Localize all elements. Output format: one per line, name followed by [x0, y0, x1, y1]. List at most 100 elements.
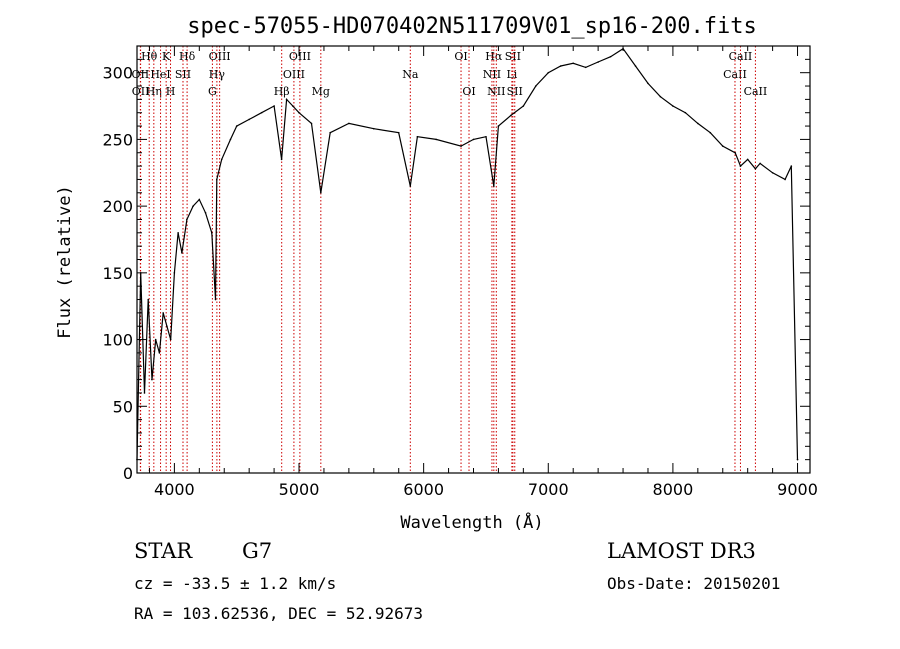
spectrum-point	[192, 205, 194, 207]
plot-frame	[136, 45, 811, 474]
spectrum-point	[214, 298, 217, 301]
spectrum-point	[372, 127, 375, 130]
line-label: CaII	[729, 50, 753, 63]
line-label: Li	[506, 68, 517, 81]
spectrum-point	[734, 151, 737, 154]
line-label: Hη	[146, 85, 162, 98]
spectrum-point	[198, 198, 201, 201]
object-type: STAR	[134, 539, 193, 563]
axis-ticks: 4000 5000 6000 7000 8000 9000 0 50 100 150 200 250 3…	[102, 45, 818, 499]
y-tick-label: 150	[102, 264, 133, 283]
spectrum-point	[634, 65, 637, 67]
spectrum-point	[215, 178, 218, 181]
y-tick-label: 100	[102, 331, 133, 350]
spectrum-point	[510, 114, 512, 117]
line-label: Na	[402, 68, 419, 81]
line-label: CaII	[744, 85, 768, 98]
spectrum-point	[721, 145, 724, 147]
spectrum-point	[151, 378, 153, 381]
spectrum-point	[273, 105, 275, 107]
spectrum-point	[166, 325, 168, 328]
spectrum-point	[310, 122, 313, 125]
line-label: G	[208, 85, 217, 98]
line-label: OIII	[283, 68, 305, 81]
spectrum-point	[280, 158, 283, 161]
spectrum-point	[547, 71, 550, 74]
spectrum-point	[169, 338, 172, 341]
spectrum-point	[147, 298, 150, 301]
spectrum-point	[329, 131, 331, 134]
spectrum-point	[697, 122, 699, 125]
spectrum-point	[784, 178, 786, 181]
line-label: OI	[462, 85, 475, 98]
y-tick-label: 200	[102, 197, 133, 216]
spectrum-point	[229, 138, 232, 141]
y-axis-label: Flux (relative)	[55, 185, 75, 339]
spectrum-point	[759, 162, 761, 165]
line-label: Hγ	[209, 68, 226, 81]
spectrum-point	[497, 125, 500, 127]
spectrum-point	[348, 122, 350, 125]
spectrum-point	[397, 131, 400, 134]
spectrum-point	[186, 218, 188, 221]
line-label: Hδ	[179, 50, 196, 63]
spectrum-point	[158, 352, 161, 354]
spectrum-line	[136, 47, 799, 460]
line-label: Hθ	[141, 50, 158, 63]
spectrum-point	[143, 392, 146, 394]
spectrum-point	[672, 105, 674, 107]
spectrum-point	[485, 135, 487, 138]
line-label: CaII	[723, 68, 747, 81]
spectrum-point	[210, 232, 213, 234]
spectrum-point	[771, 171, 774, 174]
spectrum-point	[746, 158, 749, 161]
line-label: HeI	[150, 68, 170, 81]
spectrum-point	[248, 118, 250, 121]
spectrum-point	[320, 191, 322, 194]
line-label: H	[166, 85, 176, 98]
spectral-line-markers: HθOIIOIIHηHeIKHSIIHδGOIIIHγHβOIIIOIIIMgN…	[132, 46, 768, 473]
spectrum-point	[754, 167, 757, 170]
line-label: OIII	[289, 50, 311, 63]
spectrum-point	[460, 145, 462, 147]
spectrum-point	[260, 111, 263, 114]
chart-title: spec-57055-HD070402N511709V01_sp16-200.f…	[187, 14, 757, 39]
spectrum-point	[559, 65, 562, 67]
line-label: NII	[487, 85, 505, 98]
x-tick-label: 6000	[403, 480, 444, 499]
spectrum-point	[796, 458, 799, 461]
spectrum-point	[154, 338, 157, 341]
line-label: Hβ	[274, 85, 290, 98]
y-tick-label: 50	[113, 397, 133, 416]
line-label: NII	[483, 68, 501, 81]
x-tick-label: 4000	[154, 480, 195, 499]
spectrum-point	[416, 135, 419, 138]
x-tick-label: 9000	[777, 480, 818, 499]
spectrum-point	[647, 82, 649, 85]
spectrum-series	[136, 47, 799, 461]
y-tick-label: 250	[102, 130, 133, 149]
spectrum-point	[285, 98, 288, 101]
spectrum-point	[177, 232, 179, 234]
spectrum-point	[493, 185, 495, 187]
line-label: Mg	[312, 85, 330, 98]
line-label: OIII	[209, 50, 231, 63]
spectrum-point	[235, 125, 238, 127]
line-label: OII	[132, 85, 150, 98]
x-tick-label: 8000	[653, 480, 694, 499]
x-tick-label: 7000	[528, 480, 569, 499]
spectrum-point	[659, 95, 662, 98]
y-tick-label: 0	[123, 464, 133, 483]
spectrum-point	[181, 252, 183, 254]
spectrum-point	[584, 66, 587, 69]
spectrum-point	[572, 62, 575, 65]
line-label: SII	[505, 50, 521, 63]
spectrum-point	[684, 111, 687, 114]
spectrum-point	[291, 105, 294, 107]
line-label: OI	[454, 50, 467, 63]
spectrum-point	[790, 165, 793, 167]
spectrum-point	[435, 138, 437, 141]
x-axis-label: Wavelength (Å)	[400, 511, 543, 533]
spectrum-point	[597, 61, 599, 63]
